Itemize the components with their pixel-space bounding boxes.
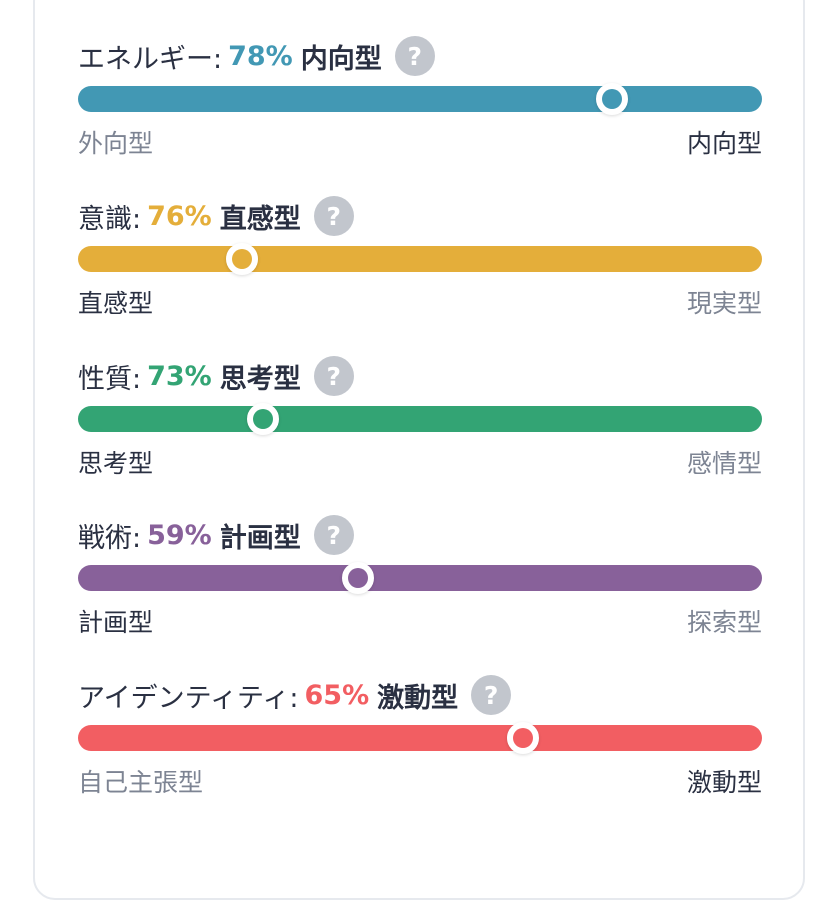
trait-knob-center (232, 249, 253, 269)
right-pole-label: 内向型 (686, 129, 762, 158)
trait-percent: 78% (228, 40, 293, 72)
trait-knob[interactable] (595, 83, 628, 115)
trait-bar[interactable] (78, 243, 762, 275)
right-pole-label: 現実型 (686, 289, 762, 318)
trait-knob-center (348, 568, 369, 588)
trait-knob-center (512, 728, 533, 748)
left-pole-label: 計画型 (78, 608, 154, 637)
question-icon[interactable]: ? (313, 356, 354, 396)
right-pole-label: 感情型 (686, 449, 762, 478)
question-icon[interactable]: ? (394, 36, 435, 76)
trait-nature: 性質: 73% 思考型 ? 思考型 感情型 (78, 354, 762, 484)
trait-tactics: 戦術: 59% 計画型 ? 計画型 探索型 (78, 513, 762, 643)
right-pole-label: 激動型 (686, 768, 762, 797)
question-icon[interactable]: ? (313, 196, 354, 236)
trait-result: 激動型 (377, 682, 459, 714)
trait-bar[interactable] (78, 562, 762, 594)
left-pole-label: 外向型 (78, 129, 154, 158)
trait-knob[interactable] (226, 243, 259, 275)
trait-result: 思考型 (219, 363, 301, 395)
trait-label: 戦術: (78, 522, 142, 554)
trait-mind: 意識: 76% 直感型 ? 直感型 現実型 (78, 194, 762, 324)
question-icon[interactable]: ? (471, 675, 512, 715)
trait-percent: 59% (147, 519, 212, 551)
trait-bar[interactable] (78, 83, 762, 115)
left-pole-label: 思考型 (78, 449, 154, 478)
trait-identity: アイデンティティ: 65% 激動型 ? 自己主張型 激動型 (78, 673, 762, 803)
trait-knob-center (601, 89, 622, 109)
trait-percent: 76% (147, 200, 212, 232)
trait-label: エネルギー: (78, 43, 223, 75)
trait-header: 意識: 76% 直感型 ? (78, 194, 354, 238)
trait-percent: 73% (147, 360, 212, 392)
trait-knob[interactable] (506, 722, 539, 754)
trait-label: アイデンティティ: (78, 682, 299, 714)
left-pole-label: 直感型 (78, 289, 154, 318)
trait-result: 内向型 (300, 43, 382, 75)
trait-knob-center (252, 409, 273, 429)
trait-result: 直感型 (219, 203, 301, 235)
trait-bar[interactable] (78, 403, 762, 435)
left-pole-label: 自己主張型 (78, 768, 204, 797)
trait-knob[interactable] (246, 403, 279, 435)
trait-label: 性質: (78, 363, 142, 395)
trait-header: アイデンティティ: 65% 激動型 ? (78, 673, 512, 717)
trait-label: 意識: (78, 203, 142, 235)
trait-bar[interactable] (78, 722, 762, 754)
trait-energy: エネルギー: 78% 内向型 ? 外向型 内向型 (78, 34, 762, 164)
trait-knob[interactable] (342, 562, 375, 594)
trait-header: エネルギー: 78% 内向型 ? (78, 34, 435, 78)
trait-percent: 65% (304, 679, 370, 711)
question-icon[interactable]: ? (313, 515, 354, 555)
right-pole-label: 探索型 (686, 608, 762, 637)
trait-result: 計画型 (219, 522, 301, 554)
trait-header: 性質: 73% 思考型 ? (78, 354, 354, 398)
trait-header: 戦術: 59% 計画型 ? (78, 513, 354, 557)
